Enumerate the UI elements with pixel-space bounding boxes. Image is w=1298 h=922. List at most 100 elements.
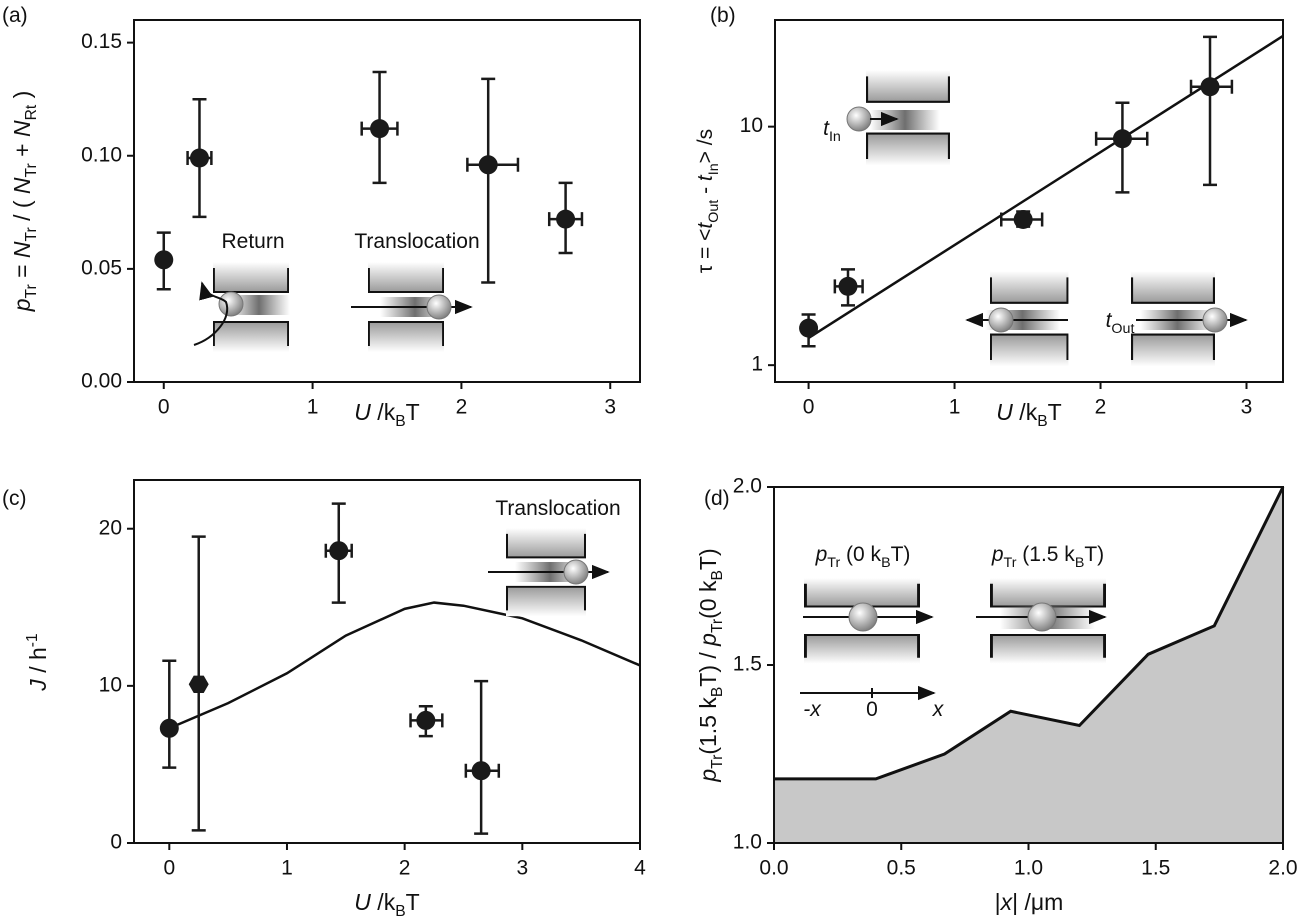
x-tick-label: 2	[1095, 396, 1107, 419]
point	[159, 718, 179, 738]
label-part: Tr	[709, 619, 726, 633]
label-part: Tr	[1004, 555, 1017, 571]
label-part: |	[995, 889, 1001, 915]
label-part: T	[406, 889, 420, 915]
point	[329, 541, 349, 561]
label-part: (1.5 k	[695, 697, 721, 755]
label-part: J	[25, 679, 51, 692]
label-part: T)	[891, 543, 911, 566]
annotation: -x	[803, 698, 822, 721]
y-axis-label: pTr(1.5 kBT) / pTr(0 kBT)	[695, 548, 726, 782]
x-tick-label: 1	[281, 857, 293, 880]
annotation: tOut	[1106, 309, 1135, 337]
insets: Return Translocation tIn tOut Translocat…	[193, 68, 1248, 721]
point	[838, 276, 858, 296]
x-tick-label: 1.5	[1141, 857, 1170, 880]
y-error-bar	[1203, 35, 1218, 187]
label-part: p	[991, 543, 1004, 566]
area-line	[774, 486, 1285, 781]
point	[189, 148, 209, 168]
plot-frame	[133, 19, 641, 383]
point	[1112, 129, 1132, 149]
blur-trail	[228, 295, 290, 315]
x-tick-label: 0.5	[887, 857, 916, 880]
panel-label: (d)	[704, 487, 730, 510]
label-part: N	[9, 177, 35, 194]
x-axis-label: U /kBT	[354, 889, 419, 920]
x-tick-label: 3	[604, 396, 616, 419]
label-part: N	[9, 120, 35, 137]
labels: (a) (b) (c) (d) U /kBT U /kBT U /kBT |x|…	[2, 4, 1063, 920]
label-part: Tr	[23, 163, 40, 177]
area	[774, 487, 1283, 843]
label-part: (0 k	[840, 543, 881, 566]
label-part: t	[1106, 309, 1113, 332]
y-axis-label: J / h-1	[24, 633, 51, 691]
annotation: tIn	[823, 117, 841, 145]
label-part: )	[9, 91, 35, 105]
x-tick-label: 3	[516, 857, 528, 880]
point	[370, 119, 390, 139]
y-axis-label: τ = <tOut - tIn> /s	[694, 129, 722, 273]
label-part: t	[694, 174, 717, 181]
label-part: B	[395, 903, 405, 920]
label-part: /k	[371, 889, 396, 915]
x-tick-label: 2	[456, 396, 468, 419]
label-part: -1	[24, 633, 41, 647]
label-part: > /s	[694, 129, 717, 163]
y-tick-label: 10	[740, 114, 763, 137]
y-tick-label: 0.10	[81, 143, 122, 166]
label-part: p	[815, 543, 828, 566]
x-tick-label: 1	[307, 396, 319, 419]
y-tick-label: 2.0	[733, 475, 762, 498]
label-part: Out	[1111, 321, 1134, 337]
particle	[988, 307, 1014, 333]
label-part: T) /	[695, 646, 721, 687]
label-part: Tr	[827, 555, 840, 571]
plot-frame	[133, 479, 641, 844]
label-part: T)	[695, 548, 721, 570]
annotation: Translocation	[495, 497, 620, 520]
particle	[218, 291, 244, 317]
label-part: N	[9, 241, 35, 258]
label-part: (0 k	[695, 580, 721, 619]
y-error-bar	[474, 679, 489, 835]
y-tick-label: 0.05	[81, 256, 122, 279]
label-part: | /μm	[1012, 889, 1063, 915]
particle	[1202, 307, 1228, 333]
point	[471, 761, 491, 781]
particle	[426, 294, 452, 320]
particle	[848, 602, 878, 632]
label-part: B	[1075, 555, 1085, 571]
label-part: Tr	[709, 755, 726, 769]
point	[478, 155, 498, 175]
y-tick-label: 1	[751, 353, 763, 376]
label-part: +	[9, 137, 35, 163]
particle	[846, 106, 872, 132]
label-part: -	[694, 181, 717, 200]
label-part: T)	[1084, 543, 1104, 566]
label-part: B	[881, 555, 891, 571]
x-tick-label: 4	[634, 857, 646, 880]
y-tick-label: 20	[99, 516, 122, 539]
x-axis-label: U /kBT	[354, 399, 419, 430]
label-part: / h	[25, 647, 51, 679]
x-tick-label: 2.0	[1268, 857, 1297, 880]
label-part: In	[829, 129, 841, 145]
label-part: t	[694, 222, 717, 229]
annotation: pTr (1.5 kBT)	[991, 543, 1104, 571]
x-tick-label: 0	[163, 857, 175, 880]
y-tick-label: 0.15	[81, 30, 122, 53]
point	[1200, 77, 1220, 97]
x-tick-label: 0	[803, 396, 815, 419]
label-part: U	[354, 399, 371, 425]
label-part: /k	[1013, 399, 1038, 425]
x-tick-label: 3	[1241, 396, 1253, 419]
panel-label: (c)	[2, 487, 27, 510]
y-axis-label: pTr = NTr / ( NTr + NRt )	[9, 91, 40, 313]
y-tick-label: 1.0	[733, 831, 762, 854]
label-part: Tr	[23, 284, 40, 298]
label-part: Return	[221, 230, 284, 253]
